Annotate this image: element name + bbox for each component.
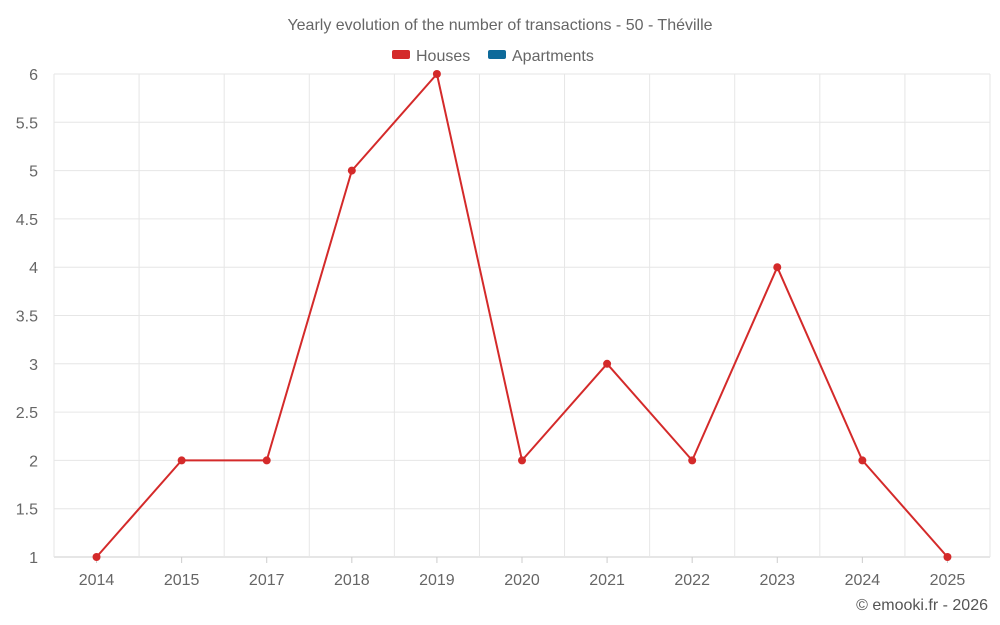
x-tick-label: 2014 <box>79 572 115 589</box>
y-tick-label: 1.5 <box>16 502 38 519</box>
y-tick-label: 5.5 <box>16 115 38 132</box>
x-tick-label: 2019 <box>419 572 455 589</box>
legend-label-houses: Houses <box>416 48 470 65</box>
data-point-houses-2017[interactable] <box>262 456 271 465</box>
legend: Houses Apartments <box>392 48 594 65</box>
legend-label-apartments: Apartments <box>512 48 594 65</box>
data-point-houses-2015[interactable] <box>177 456 186 465</box>
x-tick-label: 2021 <box>589 572 625 589</box>
x-tick-label: 2017 <box>249 572 285 589</box>
data-point-houses-2023[interactable] <box>773 263 782 272</box>
data-point-houses-2024[interactable] <box>858 456 867 465</box>
legend-item-houses[interactable]: Houses <box>392 48 470 65</box>
grid <box>53 73 991 558</box>
data-point-houses-2018[interactable] <box>347 166 356 175</box>
y-tick-label: 3.5 <box>16 309 38 326</box>
x-tick-label: 2015 <box>164 572 200 589</box>
data-point-houses-2021[interactable] <box>603 359 612 368</box>
data-point-houses-2019[interactable] <box>432 70 441 78</box>
x-axis-ticks: 2014 2015 2017 2018 2019 2020 2021 2022 2023 2024… <box>79 557 966 589</box>
chart-title: Yearly evolution of the number of transa… <box>287 17 712 34</box>
y-tick-label: 3 <box>29 357 38 374</box>
data-point-houses-2025[interactable] <box>943 553 952 561</box>
x-tick-label: 2023 <box>759 572 795 589</box>
credit-text: © emooki.fr - 2026 <box>856 597 988 614</box>
x-tick-label: 2018 <box>334 572 370 589</box>
x-tick-label: 2020 <box>504 572 540 589</box>
x-tick-label: 2024 <box>845 572 881 589</box>
y-tick-label: 5 <box>29 164 38 181</box>
data-point-houses-2020[interactable] <box>518 456 526 465</box>
y-axis-ticks: 1 1.5 2 2.5 3 3.5 4 4.5 5 5.5 6 <box>16 67 38 567</box>
x-tick-label: 2022 <box>674 572 710 589</box>
x-tick-label: 2025 <box>930 572 966 589</box>
y-tick-label: 4 <box>29 260 38 277</box>
data-point-houses-2014[interactable] <box>92 553 101 561</box>
y-tick-label: 1 <box>29 550 38 567</box>
legend-swatch-apartments <box>488 50 506 59</box>
legend-swatch-houses <box>392 50 410 59</box>
y-tick-label: 2.5 <box>16 405 38 422</box>
legend-item-apartments[interactable]: Apartments <box>488 48 594 65</box>
data-point-houses-2022[interactable] <box>688 456 697 465</box>
y-tick-label: 4.5 <box>16 212 38 229</box>
series-houses <box>92 70 952 561</box>
y-tick-label: 2 <box>29 453 38 470</box>
y-tick-label: 6 <box>29 67 38 84</box>
